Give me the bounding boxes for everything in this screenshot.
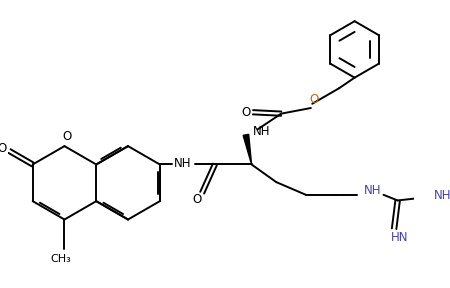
Text: NH: NH [364, 184, 381, 197]
Text: O: O [0, 143, 7, 156]
Polygon shape [243, 134, 252, 164]
Text: NH: NH [174, 157, 192, 170]
Text: O: O [192, 193, 201, 206]
Text: NH: NH [253, 125, 270, 138]
Text: NH₂: NH₂ [434, 189, 450, 202]
Text: O: O [309, 93, 318, 106]
Text: O: O [63, 130, 72, 143]
Text: O: O [241, 106, 251, 119]
Text: HN: HN [391, 231, 409, 244]
Text: CH₃: CH₃ [50, 254, 71, 264]
